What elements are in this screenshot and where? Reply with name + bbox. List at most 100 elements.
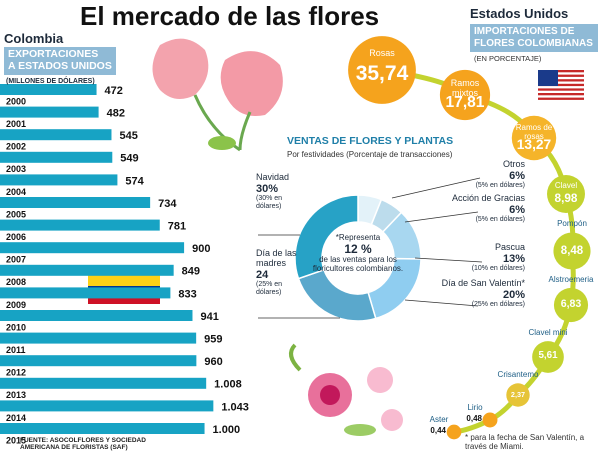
category-label: Rosas xyxy=(369,47,395,58)
value-label: 941 xyxy=(200,311,218,323)
bar xyxy=(0,106,99,118)
category-label: 2015 xyxy=(6,435,26,445)
category-label: 2014 xyxy=(6,413,26,423)
category-label: 2011 xyxy=(6,345,26,355)
value-label: 13% xyxy=(502,252,525,265)
value-label: 17,81 xyxy=(445,93,485,111)
category-label: 2004 xyxy=(6,187,26,197)
category-label: 2010 xyxy=(6,322,26,332)
value-label: 960 xyxy=(204,356,222,368)
center-note-line: 12 % xyxy=(344,241,372,256)
center-note-line: de las ventas para los floricultores col… xyxy=(312,254,404,273)
donut-label: Pascua 13% (10% en dólares) xyxy=(425,242,525,273)
value-label: 2,37 xyxy=(510,389,526,399)
bubble xyxy=(446,424,462,440)
bar xyxy=(0,264,174,276)
category-label: Clavel xyxy=(554,181,578,191)
bar xyxy=(0,84,97,95)
value-label: 472 xyxy=(105,85,123,97)
bar xyxy=(0,310,193,321)
bar xyxy=(0,332,197,344)
leader-line xyxy=(404,211,479,223)
footnote: * para la fecha de San Valentín, a travé… xyxy=(465,433,585,451)
category-label: 2012 xyxy=(6,368,26,378)
value-label: 8,98 xyxy=(554,192,578,206)
chart-title: IMPORTACIONES DE xyxy=(474,26,575,37)
category-label: Pascua xyxy=(494,242,525,252)
category-label: Día de San Valentín* xyxy=(441,278,525,288)
value-label: 833 xyxy=(178,288,196,300)
category-label: Aster xyxy=(429,415,449,424)
roses xyxy=(152,38,283,152)
category-label: 2008 xyxy=(6,277,26,287)
bubble xyxy=(547,175,585,213)
donut-label: Otros 6% (5% en dólares) xyxy=(425,159,525,190)
bar xyxy=(0,287,171,299)
category-label: Día de las madres xyxy=(256,248,297,268)
category-label: 2009 xyxy=(6,300,26,310)
value-label: 6,83 xyxy=(560,298,582,311)
donut-label: Navidad 30% (30% en dólares) xyxy=(256,172,301,210)
value-label: 8,48 xyxy=(560,244,584,257)
bar xyxy=(0,129,112,141)
leader-line xyxy=(414,257,483,263)
value-label: 545 xyxy=(119,130,137,142)
region: Colombia xyxy=(4,31,64,46)
category-label: Acción de Gracias xyxy=(451,193,525,203)
leader-line xyxy=(391,177,481,199)
donut-slice xyxy=(294,194,359,280)
value-label: 482 xyxy=(107,108,125,120)
category-label: 2003 xyxy=(6,164,26,174)
category-label: Pompón xyxy=(557,219,587,229)
donut-slice xyxy=(297,268,377,322)
chart-subtitle: (EN PORCENTAJE) xyxy=(474,54,542,63)
category-label: Clavel mini xyxy=(528,328,568,338)
chart-subtitle: Por festividades (Porcentaje de transacc… xyxy=(287,150,453,159)
value-label: 0,44 xyxy=(430,426,446,435)
category-label: Ramos mixtos xyxy=(450,78,480,99)
bar xyxy=(0,400,214,412)
note-label: (30% en dólares) xyxy=(256,194,283,210)
usa-flag xyxy=(538,70,584,100)
chart-subtitle: (MILLONES DE DÓLARES) xyxy=(6,78,95,85)
chart-title: FLORES COLOMBIANAS xyxy=(474,38,593,49)
value-label: 849 xyxy=(182,266,200,278)
value-label: 5,61 xyxy=(538,350,558,362)
category-label: 2002 xyxy=(6,142,26,152)
source: FUENTE: ASOCOLFLORES Y SOCIEDAD AMERICAN… xyxy=(20,437,146,452)
value-label: 35,74 xyxy=(355,61,409,85)
category-label: Ramos de rosas xyxy=(515,123,553,142)
category-label: 2005 xyxy=(6,209,26,219)
note-label: (25% en dólares) xyxy=(256,280,283,296)
value-label: 549 xyxy=(120,153,138,165)
value-label: 734 xyxy=(158,198,177,210)
title-box xyxy=(4,47,116,75)
chart-title: VENTAS DE FLORES Y PLANTAS xyxy=(287,135,454,147)
page-title: El mercado de las flores xyxy=(80,1,380,31)
bubble xyxy=(506,383,530,407)
bubble xyxy=(439,69,491,121)
value-label: 13,27 xyxy=(516,136,552,152)
category-label: Otros xyxy=(502,159,525,169)
category-label: 2013 xyxy=(6,390,26,400)
note-label: (25% en dólares) xyxy=(471,300,525,308)
note-label: (5% en dólares) xyxy=(475,181,525,189)
flower xyxy=(289,343,403,436)
value-label: 574 xyxy=(125,175,144,187)
bar xyxy=(0,219,160,231)
region: Estados Unidos xyxy=(470,6,569,21)
value-label: 6% xyxy=(509,169,525,182)
value-label: 1.043 xyxy=(221,401,249,413)
title-box xyxy=(470,24,598,52)
category-label: Navidad xyxy=(256,172,290,182)
value-label: 6% xyxy=(509,203,525,216)
value-label: 30% xyxy=(256,182,279,195)
bubble xyxy=(511,115,557,161)
value-label: 781 xyxy=(168,221,186,233)
category-label: Lirio xyxy=(467,403,483,412)
category-label: 2007 xyxy=(6,255,26,265)
note-label: (5% en dólares) xyxy=(475,215,525,223)
category-label: 2001 xyxy=(6,119,26,129)
